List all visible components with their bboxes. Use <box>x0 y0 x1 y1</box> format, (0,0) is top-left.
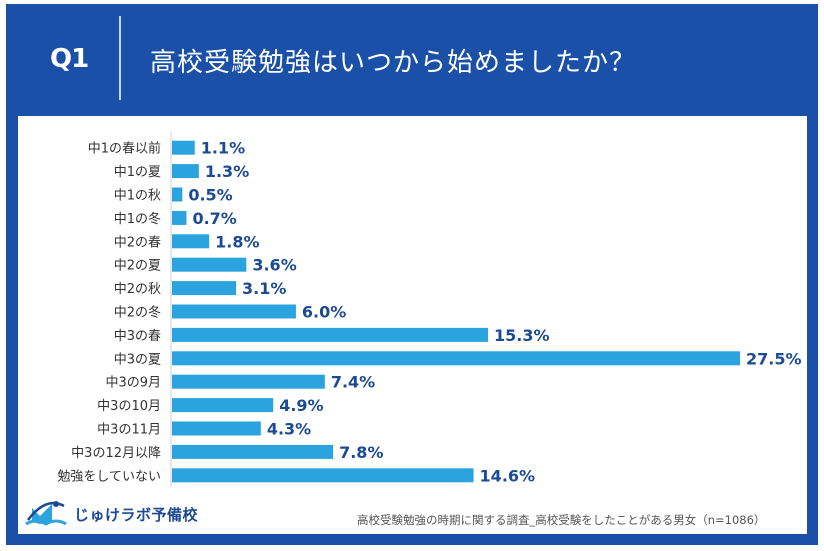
bar <box>172 234 210 249</box>
source-note: 高校受験勉強の時期に関する調査_高校受験をしたことがある男女（n=1086） <box>357 513 766 527</box>
category-label: 中3の9月 <box>105 376 161 391</box>
bar <box>172 140 195 155</box>
value-label: 15.3% <box>494 326 550 345</box>
bar <box>172 281 237 296</box>
value-label: 1.1% <box>201 139 245 158</box>
category-label: 中3の10月 <box>97 399 161 414</box>
bar <box>172 164 199 179</box>
bar <box>172 257 247 272</box>
chart-panel <box>18 116 807 534</box>
brand-name: じゅけラボ予備校 <box>74 505 199 524</box>
category-label: 勉強をしていない <box>57 469 161 484</box>
header-divider <box>119 16 121 100</box>
bar <box>172 374 325 389</box>
category-label: 中3の11月 <box>97 423 161 438</box>
brand-logo: じゅけラボ予備校 <box>22 500 198 528</box>
value-label: 1.8% <box>215 232 259 251</box>
category-label: 中1の秋 <box>114 189 161 204</box>
category-label: 中3の12月以降 <box>71 446 161 461</box>
category-label: 中2の夏 <box>114 259 161 274</box>
value-label: 14.6% <box>480 466 536 485</box>
bar <box>172 327 489 342</box>
bar <box>172 444 334 459</box>
bar <box>172 398 274 413</box>
chart-title: 高校受験勉強はいつから始めましたか？ <box>150 48 637 78</box>
category-label: 中3の春 <box>114 329 161 344</box>
category-label: 中1の夏 <box>114 165 161 180</box>
value-label: 1.3% <box>205 162 249 181</box>
category-label: 中1の冬 <box>114 211 161 227</box>
value-label: 6.0% <box>302 303 346 322</box>
bar <box>172 210 187 225</box>
value-label: 7.8% <box>339 443 383 462</box>
category-label: 中2の秋 <box>114 282 161 297</box>
category-label: 中3の夏 <box>114 352 161 367</box>
bar <box>172 187 183 202</box>
value-label: 3.6% <box>252 256 296 275</box>
value-label: 4.3% <box>267 420 311 439</box>
category-label: 中1の春以前 <box>88 141 161 157</box>
bar <box>172 304 296 319</box>
value-label: 27.5% <box>746 349 802 368</box>
bar <box>172 421 261 436</box>
value-label: 4.9% <box>279 396 323 415</box>
book-logo-icon <box>25 501 67 526</box>
value-label: 7.4% <box>331 373 375 392</box>
bar <box>172 351 740 366</box>
value-label: 0.7% <box>192 209 236 228</box>
bar <box>172 468 474 483</box>
value-label: 0.5% <box>188 186 232 205</box>
value-label: 3.1% <box>242 279 286 298</box>
category-label: 中2の春 <box>114 235 161 250</box>
question-number: Q1 <box>50 44 89 74</box>
category-label: 中2の冬 <box>114 305 161 321</box>
